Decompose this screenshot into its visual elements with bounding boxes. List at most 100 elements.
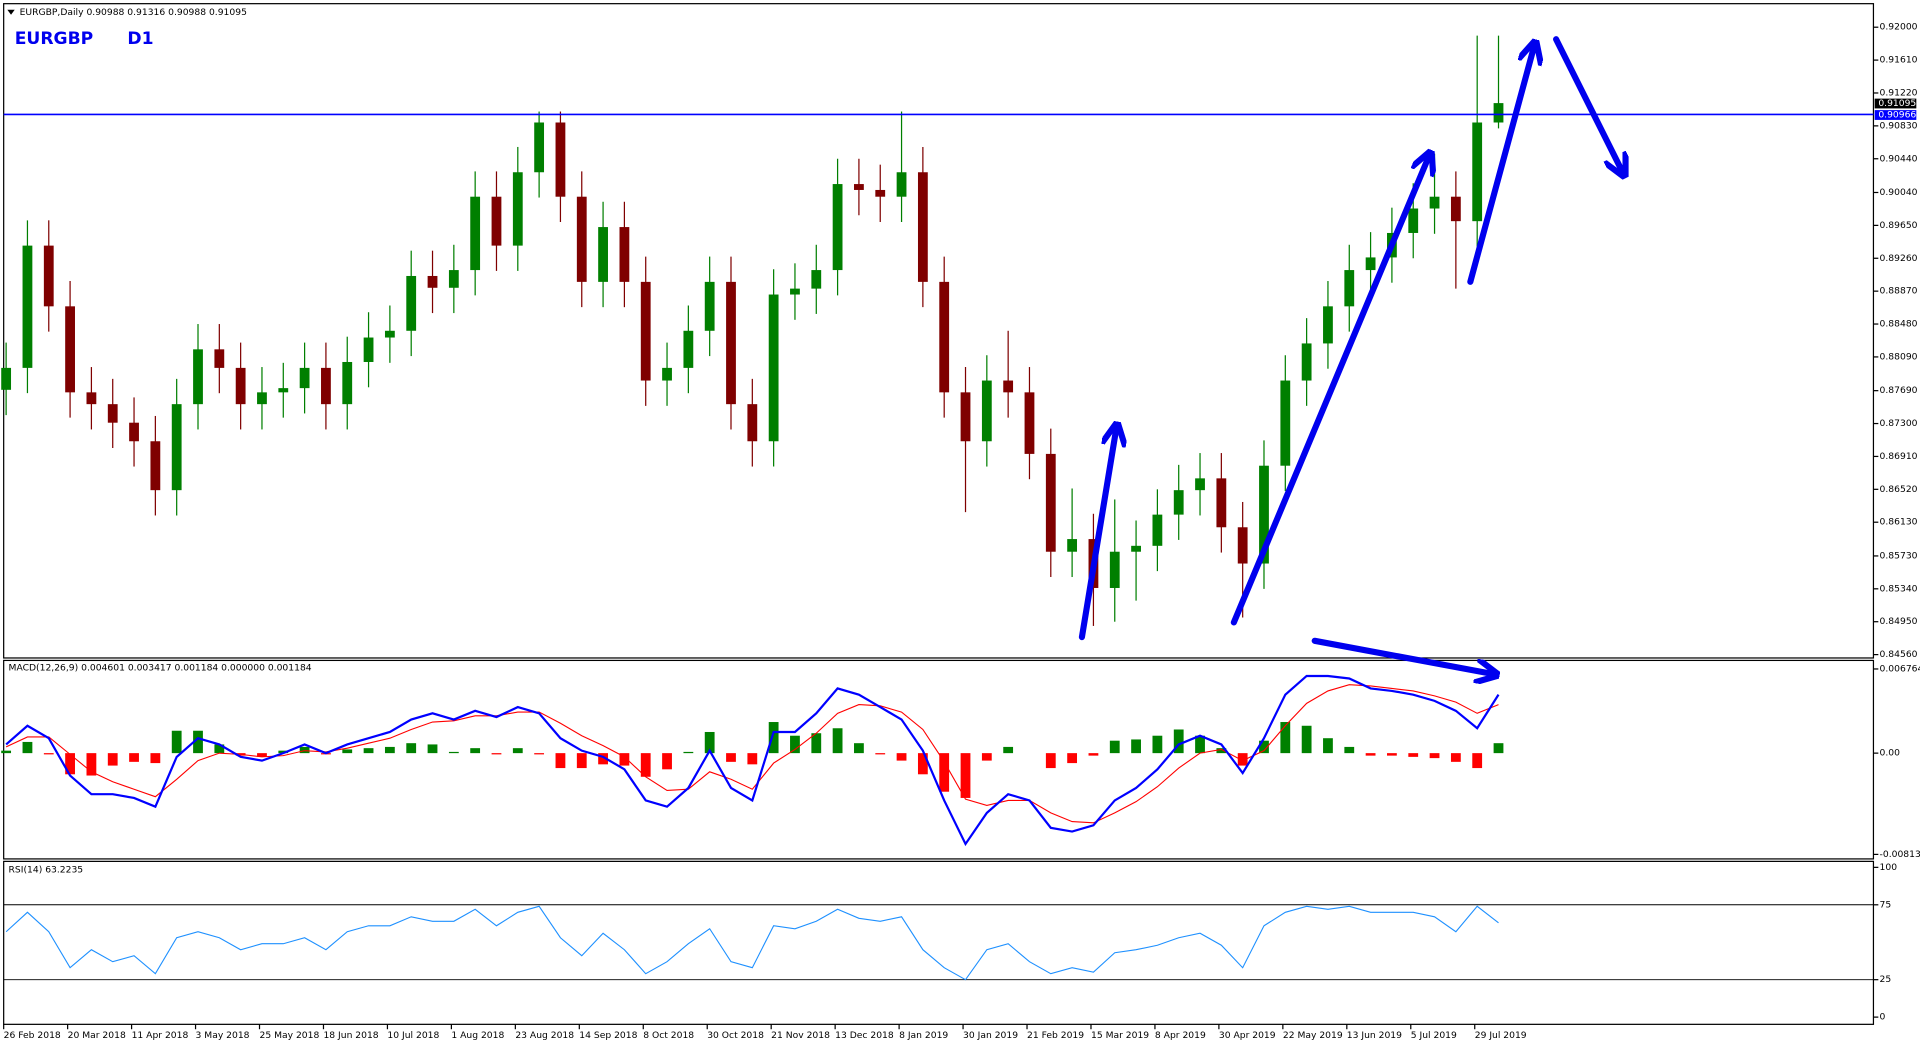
histogram-bar: [427, 744, 438, 754]
histogram-bar: [150, 753, 161, 764]
x-tick-label: 14 Sep 2018: [579, 1030, 637, 1041]
histogram-bar: [257, 753, 267, 757]
histogram-bar: [1152, 735, 1163, 754]
candle-body: [939, 281, 950, 393]
y-tick-label: 75: [1880, 899, 1892, 910]
rsi-panel: [3, 860, 1875, 1025]
candle-body: [576, 196, 587, 282]
x-tick-label: 8 Oct 2018: [643, 1030, 694, 1041]
arrow: [1078, 429, 1116, 641]
candle-body: [448, 270, 459, 288]
x-tick-label: 13 Dec 2018: [835, 1030, 894, 1041]
candle-body: [1237, 527, 1248, 564]
menu-triangle[interactable]: [7, 9, 15, 15]
x-tick-label: 11 Apr 2018: [132, 1030, 189, 1041]
histogram-bar: [65, 753, 75, 775]
candle-body: [1365, 257, 1376, 271]
arrow: [1467, 47, 1534, 285]
histogram-bar: [1216, 748, 1227, 754]
y-tick-label: 0.92000: [1880, 22, 1918, 33]
y-tick-label: 0.86130: [1880, 517, 1918, 528]
candle-body: [1024, 392, 1035, 454]
candle-body: [1280, 380, 1291, 466]
histogram-bar: [1088, 753, 1099, 756]
y-tick-label: 0.90040: [1880, 187, 1918, 198]
y-tick-label: 0.86910: [1880, 451, 1918, 462]
line: [5, 905, 1499, 981]
candle-body: [683, 330, 694, 368]
x-tick-label: 29 Jul 2019: [1475, 1030, 1527, 1041]
candle-body: [1131, 545, 1141, 552]
y-tick-label: 0.89650: [1880, 220, 1918, 231]
histogram-bar: [960, 753, 971, 798]
histogram-bar: [534, 753, 545, 755]
candle-body: [832, 184, 843, 271]
candle-body: [470, 196, 481, 271]
candle-body: [512, 172, 523, 246]
line: [5, 684, 1499, 824]
histogram-bar: [811, 733, 822, 754]
y-tick-label: 100: [1880, 862, 1898, 873]
histogram-bar: [1408, 753, 1419, 757]
x-tick-label: 21 Feb 2019: [1027, 1030, 1084, 1041]
histogram-bar: [299, 746, 310, 754]
y-tick-label: 0.88480: [1880, 319, 1918, 330]
symbol-label: EURGBP: [15, 29, 94, 49]
x-tick-label: 23 Aug 2018: [515, 1030, 574, 1041]
histogram-bar: [1429, 753, 1440, 759]
histogram-bar: [512, 748, 523, 754]
candle-body: [257, 392, 267, 405]
histogram-bar: [726, 753, 736, 762]
histogram-bar: [363, 748, 374, 754]
histogram-bar: [1323, 738, 1333, 754]
x-tick-label: 22 May 2019: [1283, 1030, 1343, 1041]
arrow: [1311, 637, 1493, 674]
arrow: [1230, 157, 1429, 626]
candle-body: [107, 404, 118, 423]
candle-body: [427, 275, 438, 288]
candle-body: [619, 227, 630, 282]
histogram-bar: [86, 753, 97, 776]
candle-body: [1323, 306, 1333, 344]
candle-body: [1429, 196, 1440, 209]
histogram-bar: [576, 753, 587, 769]
annotation-arrows: [1078, 36, 1622, 674]
histogram-bar: [640, 753, 651, 777]
rsi-header: RSI(14) 63.2235: [9, 864, 84, 875]
candle-body: [747, 404, 758, 442]
histogram-bar: [278, 750, 289, 754]
histogram-bar: [939, 753, 950, 792]
candle-body: [790, 288, 800, 295]
x-tick-label: 3 May 2018: [196, 1030, 250, 1041]
histogram-bar: [1173, 729, 1184, 754]
y-tick-label: 0.84950: [1880, 616, 1918, 627]
candle-body: [1472, 122, 1483, 222]
x-tick-label: 8 Apr 2019: [1155, 1030, 1206, 1041]
histogram-bar: [854, 743, 864, 754]
histogram-bar: [832, 728, 843, 754]
y-tick-label: 0.86520: [1880, 484, 1918, 495]
y-tick-label: 0: [1880, 1012, 1886, 1023]
y-tick-label: 25: [1880, 974, 1892, 985]
candle-body: [1301, 343, 1312, 381]
x-tick-label: 25 May 2018: [260, 1030, 320, 1041]
histogram-bar: [619, 753, 630, 766]
y-tick-label: 0.00: [1880, 748, 1901, 759]
y-tick-label: 0.85730: [1880, 550, 1918, 561]
histogram-bar: [768, 722, 779, 754]
histogram-bar: [875, 753, 886, 755]
y-tick-label: -0.008137: [1880, 849, 1920, 860]
candle-body: [1003, 380, 1014, 393]
last-price-box: [1874, 98, 1917, 109]
histogram-bar: [22, 741, 33, 754]
y-tick-label: 0.87690: [1880, 385, 1918, 396]
histogram-bar: [1301, 725, 1312, 754]
candle-body: [193, 349, 203, 405]
arrow: [1553, 36, 1622, 171]
histogram-bar: [683, 751, 694, 754]
histogram-bar: [1045, 753, 1056, 769]
candle-body: [384, 330, 395, 338]
candle-body: [1173, 490, 1184, 515]
